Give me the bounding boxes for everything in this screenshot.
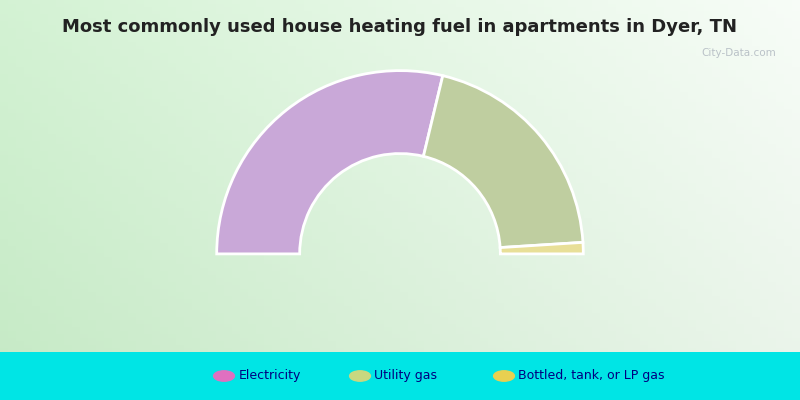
Text: Bottled, tank, or LP gas: Bottled, tank, or LP gas: [518, 370, 665, 382]
Wedge shape: [217, 70, 442, 254]
Text: Most commonly used house heating fuel in apartments in Dyer, TN: Most commonly used house heating fuel in…: [62, 18, 738, 36]
Text: Electricity: Electricity: [238, 370, 301, 382]
Wedge shape: [423, 76, 583, 248]
Bar: [0, 352, 800, 400]
Wedge shape: [500, 242, 583, 254]
Text: City-Data.com: City-Data.com: [702, 48, 776, 58]
Text: Utility gas: Utility gas: [374, 370, 438, 382]
